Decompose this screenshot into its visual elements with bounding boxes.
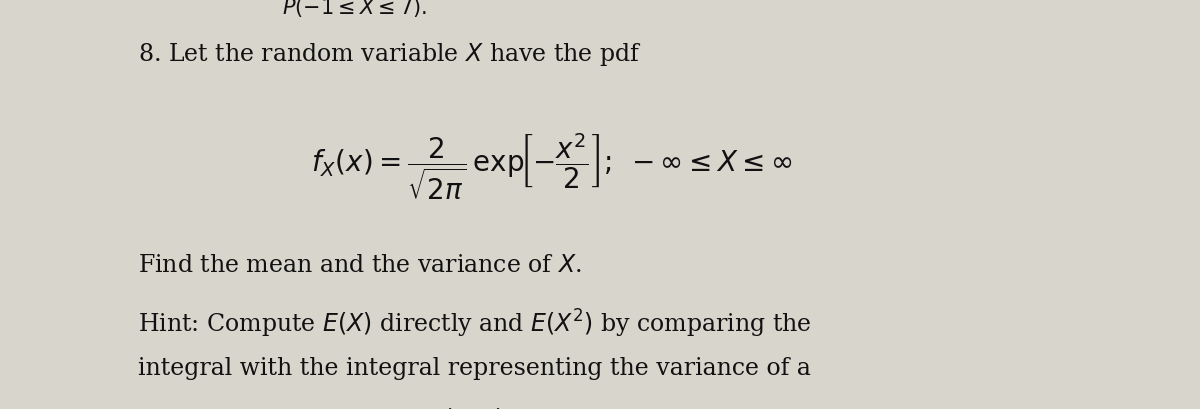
Text: 8. Let the random variable $X$ have the pdf: 8. Let the random variable $X$ have the … [138, 41, 642, 68]
Text: $P(-1 \leq X \leq 7).$: $P(-1 \leq X \leq 7).$ [282, 0, 427, 19]
Text: $f_X(x) = \dfrac{2}{\sqrt{2\pi}}\,\mathrm{exp}\!\left[-\dfrac{x^2}{2}\right];\;-: $f_X(x) = \dfrac{2}{\sqrt{2\pi}}\,\mathr… [311, 131, 793, 201]
Text: Find the mean and the variance of $X$.: Find the mean and the variance of $X$. [138, 254, 582, 276]
Text: Hint: Compute $E(X)$ directly and $E(X^2)$ by comparing the: Hint: Compute $E(X)$ directly and $E(X^2… [138, 307, 811, 339]
Text: random variable that is $N(0,1)$.: random variable that is $N(0,1)$. [138, 405, 511, 409]
Text: integral with the integral representing the variance of a: integral with the integral representing … [138, 356, 811, 379]
